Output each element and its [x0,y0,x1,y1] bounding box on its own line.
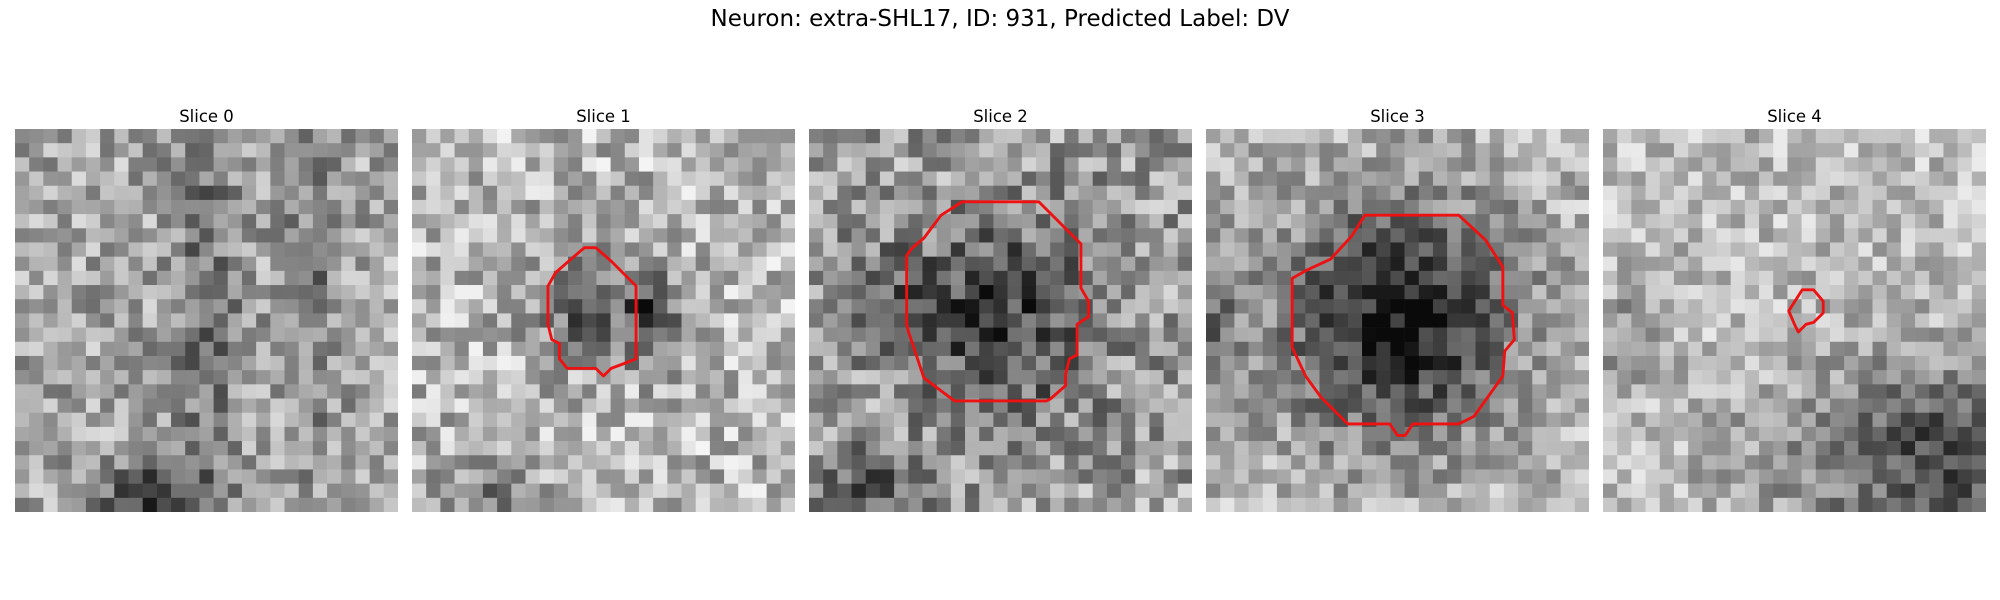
slice-image [1603,129,1986,512]
slice-title: Slice 0 [179,107,234,126]
slice-image [412,129,795,512]
segmentation-contour [905,200,1091,403]
segmentation-contour [1787,288,1825,334]
slice-image [15,129,398,512]
slice-title: Slice 3 [1370,107,1425,126]
slice-panel-0: Slice 0 [15,105,398,512]
segmentation-contour [546,246,638,378]
slice-title: Slice 2 [973,107,1028,126]
slice-panel-4: Slice 4 [1603,105,1986,512]
slice-panel-2: Slice 2 [809,105,1192,512]
slice-panel-3: Slice 3 [1206,105,1589,512]
slice-title: Slice 4 [1767,107,1822,126]
figure-title: Neuron: extra-SHL17, ID: 931, Predicted … [710,6,1290,32]
segmentation-contour [1290,213,1516,437]
slice-image [809,129,1192,512]
slice-panel-1: Slice 1 [412,105,795,512]
slice-image [1206,129,1589,512]
slice-title: Slice 1 [576,107,631,126]
